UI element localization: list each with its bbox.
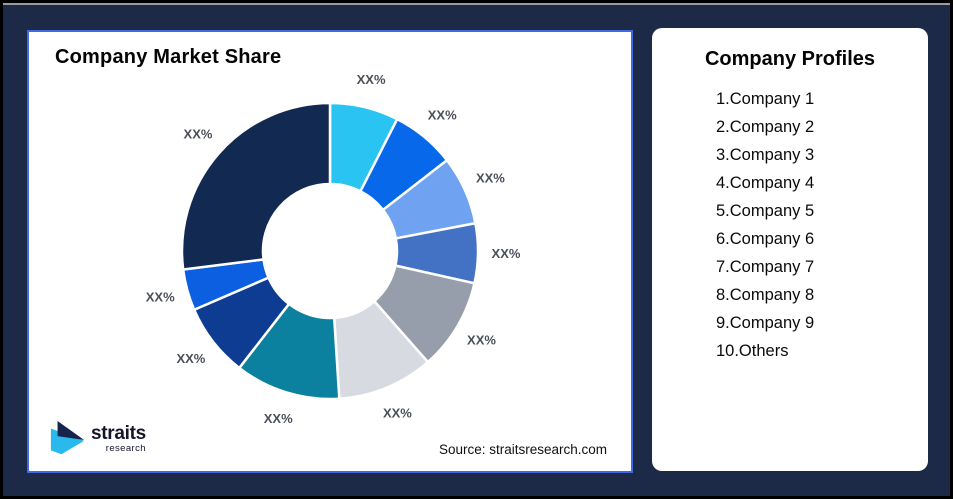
donut-segment-10 <box>180 101 332 271</box>
window-top-edge <box>3 3 950 5</box>
slice-label-7: XX% <box>264 411 293 426</box>
market-share-card: XX% XX% XX% XX% XX% XX% XX% XX% XX% XX% Company M… <box>27 30 633 473</box>
straits-logo-text: straits research <box>91 424 146 454</box>
company-list-item: 10.Others <box>716 342 789 360</box>
company-list: 1.Company 1 2.Company 2 3.Company 3 4.Co… <box>652 85 928 365</box>
company-list-item: 9.Company 9 <box>716 314 815 332</box>
company-list-item: 2.Company 2 <box>716 118 815 136</box>
company-list-item: 3.Company 3 <box>716 146 815 164</box>
donut-chart: XX% XX% XX% XX% XX% XX% XX% XX% XX% XX% <box>146 72 521 426</box>
slice-label-2: XX% <box>428 107 457 122</box>
slice-label-1: XX% <box>357 72 386 87</box>
straits-logo-icon <box>50 420 85 455</box>
slice-label-6: XX% <box>383 406 412 421</box>
slice-label-8: XX% <box>176 351 205 366</box>
slice-label-3: XX% <box>476 171 505 186</box>
profiles-title: Company Profiles <box>704 48 876 70</box>
company-list-item: 7.Company 7 <box>716 258 815 276</box>
company-list-item: 8.Company 8 <box>716 286 815 304</box>
company-list-item: 5.Company 5 <box>716 202 815 220</box>
company-list-item: 4.Company 4 <box>716 174 815 192</box>
slice-label-9: XX% <box>146 289 175 304</box>
logo-name: straits <box>91 423 146 445</box>
logo-subtitle: research <box>105 443 146 455</box>
slice-label-10: XX% <box>184 127 213 142</box>
slice-label-4: XX% <box>492 246 521 261</box>
slice-label-5: XX% <box>467 333 496 348</box>
company-profiles-card: Company Profiles 1.Company 1 2.Company 2… <box>652 28 928 471</box>
straits-logo: straits research <box>49 420 146 458</box>
company-list-item: 1.Company 1 <box>716 90 815 108</box>
chart-title: Company Market Share <box>55 46 282 68</box>
source-attribution: Source: straitsresearch.com <box>438 442 607 457</box>
company-list-item: 6.Company 6 <box>716 230 815 248</box>
